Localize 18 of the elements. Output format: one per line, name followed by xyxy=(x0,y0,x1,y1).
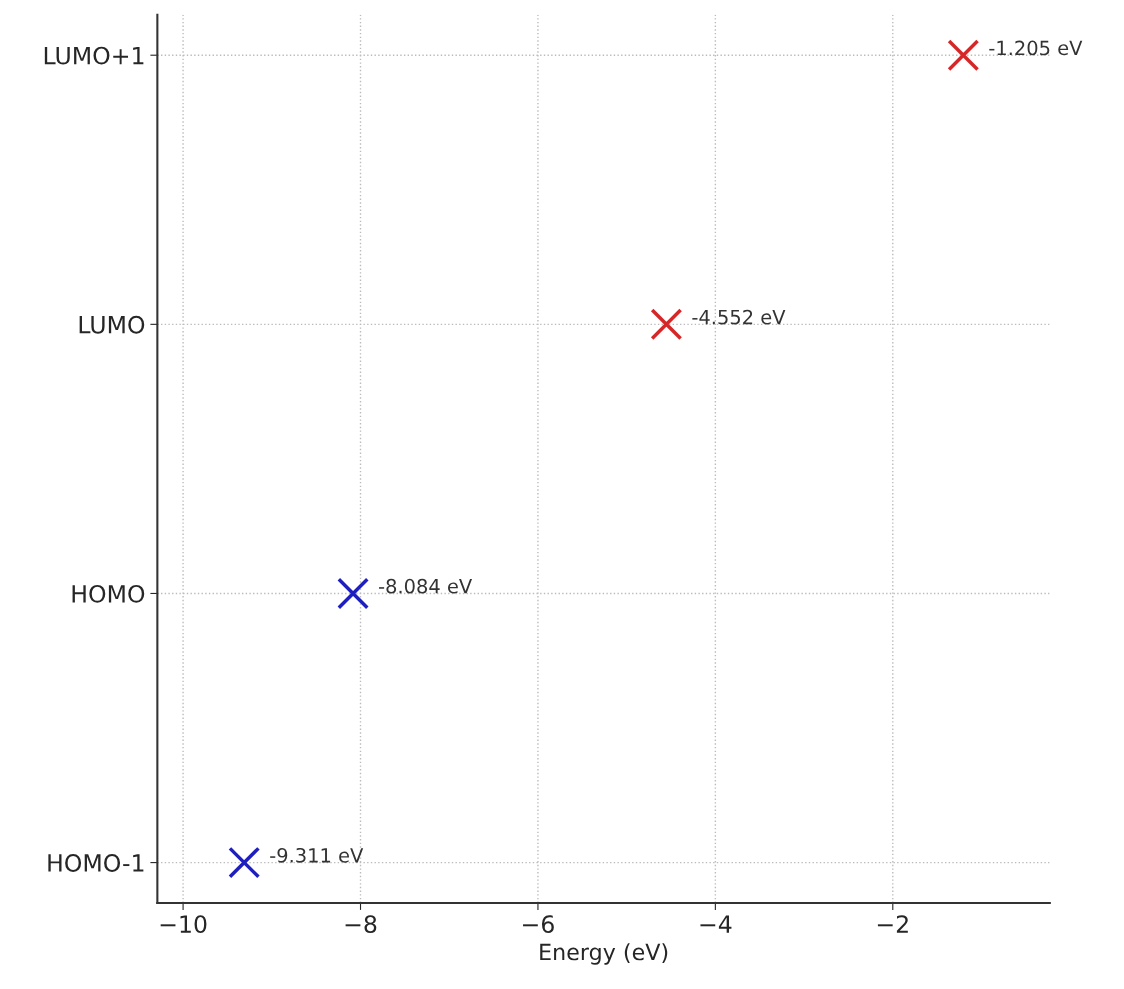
data-label: -4.552 eV xyxy=(692,309,786,325)
x-tick-label: −10 xyxy=(160,915,207,934)
y-tick-label: LUMO+1 xyxy=(44,46,144,65)
x-tick-label: −6 xyxy=(523,915,554,934)
x-tick-label: −8 xyxy=(345,915,377,934)
point xyxy=(650,308,683,341)
data-label: -1.205 eV xyxy=(989,40,1083,56)
point xyxy=(947,39,980,72)
x-axis-title: Energy (eV) xyxy=(540,943,668,965)
y-tick-label: HOMO-1 xyxy=(48,854,144,872)
data-label: -8.084 eV xyxy=(379,578,473,594)
x-tick-label: −4 xyxy=(700,915,732,933)
y-tick-label: LUMO xyxy=(79,315,145,334)
y-tick-label: HOMO xyxy=(72,584,145,603)
point xyxy=(337,577,370,610)
point xyxy=(228,846,261,879)
x-tick-label: −2 xyxy=(877,915,908,933)
data-label: -9.311 eV xyxy=(270,847,364,863)
